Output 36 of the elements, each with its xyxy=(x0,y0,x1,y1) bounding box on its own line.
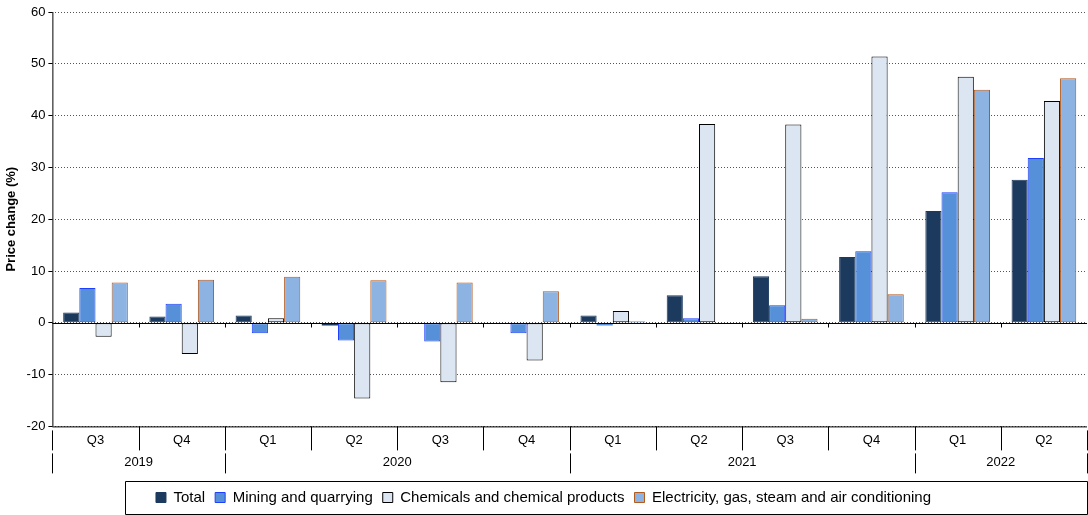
x-tick-label: Q4 xyxy=(173,431,191,447)
x-tick-label: Q3 xyxy=(431,431,450,447)
x-tick-label: Q2 xyxy=(1035,431,1053,447)
y-tick-label: 30 xyxy=(30,158,46,174)
y-tick-label: 10 xyxy=(30,262,46,278)
y-tick-label: 20 xyxy=(30,210,46,226)
y-tick-label: -10 xyxy=(26,366,46,382)
y-tick-label: 60 xyxy=(30,3,46,19)
bar xyxy=(752,276,770,323)
y-axis-title: Price change (%) xyxy=(3,166,19,272)
bar xyxy=(1011,179,1028,323)
text: 2021 xyxy=(727,453,757,469)
x-tick-label: Q2 xyxy=(345,431,363,447)
x-tick-label: Q1 xyxy=(604,431,622,447)
x-tick-label: Q3 xyxy=(86,431,105,447)
x-tick-label: Q4 xyxy=(517,431,536,447)
y-tick-label: -20 xyxy=(26,417,46,433)
x-tick-label: Q2 xyxy=(690,431,708,447)
x-tick-label: Q4 xyxy=(862,431,881,447)
legend-label: Mining and quarrying xyxy=(232,487,373,505)
y-tick-label: 50 xyxy=(30,55,46,71)
x-tick-label: Q1 xyxy=(949,431,967,447)
text: 2022 xyxy=(986,453,1016,469)
text: 2020 xyxy=(382,453,412,469)
bar xyxy=(580,315,597,323)
legend-label: Chemicals and chemical products xyxy=(400,487,625,505)
bar xyxy=(839,257,856,323)
x-tick-label: Q1 xyxy=(259,431,277,447)
legend-label: Electricity, gas, steam and air conditioning xyxy=(652,487,932,505)
text: 2019 xyxy=(124,453,154,469)
y-tick-label: 40 xyxy=(30,107,46,123)
bar xyxy=(666,295,683,323)
bar xyxy=(925,210,942,323)
x-tick-label: Q3 xyxy=(776,431,794,447)
y-tick-label: 0 xyxy=(38,314,46,330)
legend-label: Total xyxy=(173,487,206,505)
